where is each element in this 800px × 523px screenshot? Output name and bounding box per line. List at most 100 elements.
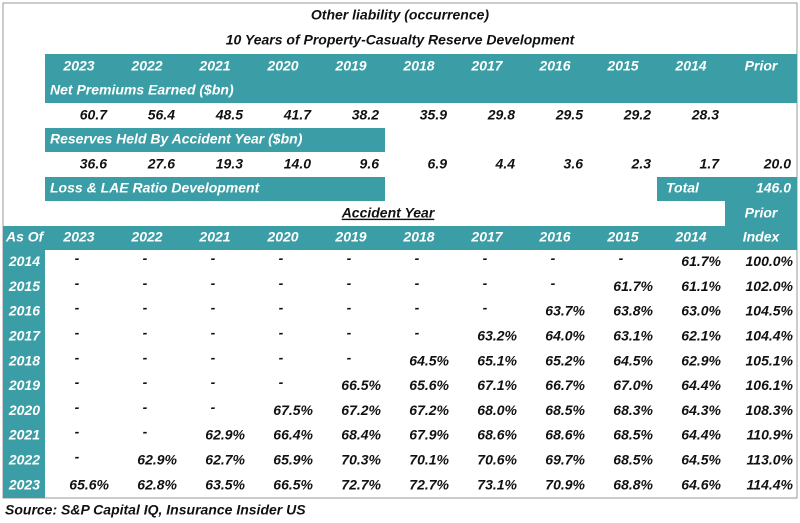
ratio-cell: 61.7% bbox=[681, 253, 721, 269]
ratio-cell: 62.7% bbox=[205, 452, 245, 468]
empty-cell: - bbox=[347, 275, 352, 291]
ratio-cell: 70.9% bbox=[545, 476, 585, 492]
ratio-cell: 104.5% bbox=[746, 303, 794, 319]
reserve-value: 1.7 bbox=[700, 156, 721, 172]
empty-cell: - bbox=[279, 325, 284, 341]
reserve-value: 19.3 bbox=[216, 156, 243, 172]
section-label: Loss & LAE Ratio Development bbox=[50, 180, 261, 196]
ratio-cell: 113.0% bbox=[747, 452, 794, 468]
year-header: 2023 bbox=[62, 58, 94, 74]
section-label: Reserves Held By Accident Year ($bn) bbox=[50, 131, 303, 147]
empty-cell: - bbox=[211, 325, 216, 341]
empty-cell: - bbox=[75, 374, 80, 390]
empty-cell: - bbox=[75, 449, 80, 465]
reserve-value: 2.3 bbox=[631, 156, 652, 172]
ratio-cell: 68.6% bbox=[545, 427, 585, 443]
row-year: 2021 bbox=[8, 427, 40, 443]
row-year: 2020 bbox=[8, 402, 40, 418]
source-note: Source: S&P Capital IQ, Insurance Inside… bbox=[5, 502, 306, 518]
ratio-cell: 70.1% bbox=[409, 452, 449, 468]
ratio-cell: 72.7% bbox=[409, 476, 449, 492]
premium-value: 56.4 bbox=[148, 107, 175, 123]
ratio-cell: 68.3% bbox=[613, 402, 653, 418]
ratio-cell: 70.3% bbox=[341, 452, 381, 468]
year-header: 2016 bbox=[538, 58, 570, 74]
empty-cell: - bbox=[415, 275, 420, 291]
ratio-cell: 67.2% bbox=[341, 402, 381, 418]
ratio-cell: 63.0% bbox=[681, 303, 721, 319]
ratio-cell: 105.1% bbox=[746, 352, 794, 368]
ratio-cell: 67.5% bbox=[273, 402, 313, 418]
ratio-cell: 64.4% bbox=[681, 377, 721, 393]
empty-cell: - bbox=[279, 374, 284, 390]
ratio-cell: 65.2% bbox=[545, 352, 585, 368]
year-header: Prior bbox=[745, 58, 779, 74]
ratio-cell: 64.3% bbox=[681, 402, 721, 418]
empty-cell: - bbox=[75, 399, 80, 415]
ratio-cell: 66.4% bbox=[273, 427, 313, 443]
empty-cell: - bbox=[75, 325, 80, 341]
ratio-cell: 68.0% bbox=[477, 402, 517, 418]
triangle-header: 2017 bbox=[470, 229, 503, 245]
teal-band bbox=[45, 177, 385, 201]
year-header: 2015 bbox=[606, 58, 638, 74]
ratio-cell: 61.1% bbox=[681, 278, 721, 294]
empty-cell: - bbox=[211, 250, 216, 266]
reserve-value: 20.0 bbox=[763, 156, 791, 172]
empty-cell: - bbox=[415, 300, 420, 316]
empty-cell: - bbox=[143, 374, 148, 390]
teal-band bbox=[3, 226, 797, 250]
premium-value: 29.5 bbox=[555, 107, 583, 123]
ratio-cell: 68.5% bbox=[613, 452, 653, 468]
empty-cell: - bbox=[551, 275, 556, 291]
ratio-cell: 72.7% bbox=[341, 476, 381, 492]
prior-label: Prior bbox=[745, 205, 779, 221]
row-year: 2018 bbox=[8, 352, 40, 368]
reserve-value: 36.6 bbox=[80, 156, 107, 172]
ratio-cell: 65.6% bbox=[69, 476, 109, 492]
empty-cell: - bbox=[143, 250, 148, 266]
reserve-value: 14.0 bbox=[284, 156, 311, 172]
ratio-cell: 63.8% bbox=[613, 303, 653, 319]
premium-value: 29.8 bbox=[487, 107, 515, 123]
triangle-header: 2023 bbox=[62, 229, 94, 245]
reserve-value: 4.4 bbox=[495, 156, 516, 172]
year-header: 2021 bbox=[198, 58, 230, 74]
ratio-cell: 67.2% bbox=[409, 402, 449, 418]
ratio-cell: 64.5% bbox=[613, 352, 653, 368]
ratio-cell: 65.9% bbox=[273, 452, 313, 468]
ratio-cell: 68.5% bbox=[613, 427, 653, 443]
empty-cell: - bbox=[347, 349, 352, 365]
row-year: 2022 bbox=[8, 452, 40, 468]
empty-cell: - bbox=[347, 325, 352, 341]
reserve-value: 27.6 bbox=[147, 156, 175, 172]
premium-value: 60.7 bbox=[80, 107, 108, 123]
year-header: 2022 bbox=[130, 58, 162, 74]
reserve-value: 9.6 bbox=[360, 156, 380, 172]
ratio-cell: 102.0% bbox=[746, 278, 794, 294]
year-header: 2014 bbox=[674, 58, 706, 74]
empty-cell: - bbox=[483, 250, 488, 266]
empty-cell: - bbox=[347, 250, 352, 266]
empty-cell: - bbox=[279, 300, 284, 316]
ratio-cell: 65.6% bbox=[409, 377, 449, 393]
empty-cell: - bbox=[75, 300, 80, 316]
year-header: 2019 bbox=[334, 58, 366, 74]
ratio-cell: 62.9% bbox=[205, 427, 245, 443]
total-value: 146.0 bbox=[756, 180, 791, 196]
empty-cell: - bbox=[143, 349, 148, 365]
empty-cell: - bbox=[347, 300, 352, 316]
empty-cell: - bbox=[211, 300, 216, 316]
triangle-header: 2020 bbox=[266, 229, 298, 245]
reserve-value: 6.9 bbox=[428, 156, 448, 172]
empty-cell: - bbox=[143, 424, 148, 440]
empty-cell: - bbox=[619, 250, 624, 266]
empty-cell: - bbox=[75, 349, 80, 365]
ratio-cell: 61.7% bbox=[613, 278, 653, 294]
triangle-header: 2021 bbox=[198, 229, 230, 245]
ratio-cell: 68.4% bbox=[341, 427, 381, 443]
triangle-header: 2022 bbox=[130, 229, 162, 245]
row-year: 2019 bbox=[8, 377, 40, 393]
